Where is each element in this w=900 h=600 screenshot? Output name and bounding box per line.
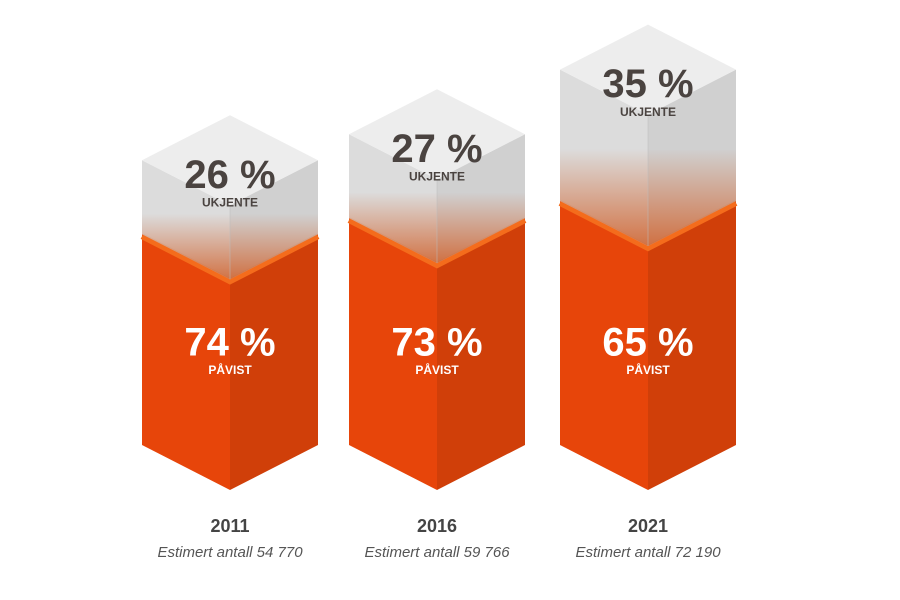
series-label: PÅVIST [415,362,459,377]
category-label: 2016 [417,516,457,536]
bar-left-face [142,234,230,490]
total-label: Estimert antall 59 766 [364,544,510,561]
bar-left-face [349,218,437,490]
bar-left-face [560,200,648,490]
bar-top-edge [558,200,738,252]
value-label: 26 % [184,153,275,197]
series-label: PÅVIST [626,362,670,377]
total-label: Estimert antall 54 770 [157,544,303,561]
series-label: PÅVIST [208,362,252,377]
bar-top-face [560,24,736,115]
series-label: UKJENTE [409,169,465,183]
series-label: UKJENTE [620,105,676,119]
category-label: 2011 [210,516,249,536]
bar-right-face [648,200,736,490]
value-label: 65 % [602,321,693,365]
category-label: 2021 [628,516,668,536]
bar-right-face [230,234,318,490]
series-label: UKJENTE [202,195,258,209]
value-label: 27 % [391,127,482,171]
value-label: 73 % [391,321,482,365]
bar-top-edge [347,217,527,269]
bar-top-edge [140,233,320,285]
bar-top-face [142,115,318,206]
value-label: 74 % [184,321,275,365]
total-label: Estimert antall 72 190 [575,544,721,561]
bar-right-face [437,218,525,490]
value-label: 35 % [602,62,693,106]
bar-top-face [349,89,525,180]
